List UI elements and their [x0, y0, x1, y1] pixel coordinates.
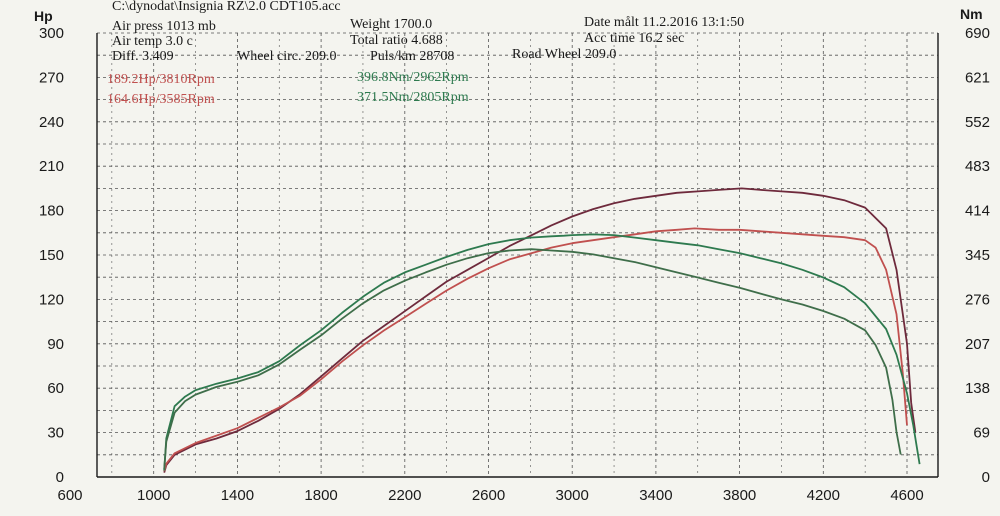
y-left-tick-label: 150: [39, 247, 64, 264]
y-left-tick-label: 90: [47, 336, 64, 353]
curve-hp-run1: [163, 187, 917, 473]
x-tick-label: 2200: [388, 487, 421, 504]
y-right-tick-label: 483: [965, 158, 990, 175]
air-press: Air press 1013 mb: [112, 19, 216, 34]
right-axis-label: Nm: [960, 6, 983, 22]
curves-layer: [163, 187, 921, 473]
y-left-tick-label: 60: [47, 380, 64, 397]
peak-nm-run2: 371.5Nm/2805Rpm: [357, 90, 469, 105]
y-left-tick-label: 30: [47, 425, 64, 442]
x-tick-label: 1400: [221, 487, 254, 504]
y-right-tick-label: 207: [965, 336, 990, 353]
curve-nm-run1: [163, 233, 921, 471]
y-right-tick-label: 621: [965, 69, 990, 86]
x-tick-label: 3800: [723, 487, 756, 504]
x-tick-label: 1000: [137, 487, 170, 504]
curve-nm-run2: [163, 248, 902, 470]
y-right-tick-label: 345: [965, 247, 990, 264]
left-axis-label: Hp: [34, 8, 53, 24]
axis-layer: [96, 33, 939, 478]
x-tick-label: 3400: [639, 487, 672, 504]
peak-hp-run2: 164.6Hp/3585Rpm: [107, 92, 215, 107]
y-left-tick-label: 210: [39, 158, 64, 175]
file-path: C:\dynodat\Insignia RZ\2.0 CDT105.acc: [112, 0, 341, 14]
ticks-layer: 600 1000 1400 1800 2200 2600 3000 3400 3800 4200 4…: [39, 25, 990, 504]
peak-nm-run1: 396.8Nm/2962Rpm: [357, 70, 469, 85]
y-right-tick-label: 552: [965, 114, 990, 131]
y-right-tick-label: 0: [982, 469, 990, 486]
y-right-tick-label: 69: [973, 425, 990, 442]
x-tick-label: 600: [57, 487, 82, 504]
air-temp: Air temp 3.0 c: [112, 34, 193, 49]
y-right-tick-label: 138: [965, 380, 990, 397]
x-tick-label: 4200: [807, 487, 840, 504]
y-left-tick-label: 120: [39, 291, 64, 308]
y-right-tick-label: 276: [965, 291, 990, 308]
x-tick-label: 3000: [556, 487, 589, 504]
weight: Weight 1700.0: [350, 17, 433, 32]
curve-hp-run2: [163, 227, 908, 472]
peak-hp-run1: 189.2Hp/3810Rpm: [107, 72, 215, 87]
y-right-tick-label: 690: [965, 25, 990, 42]
total-ratio: Total ratio 4.688: [350, 33, 443, 48]
y-left-tick-label: 270: [39, 69, 64, 86]
x-tick-label: 4600: [890, 487, 923, 504]
x-tick-label: 1800: [304, 487, 337, 504]
y-left-tick-label: 240: [39, 114, 64, 131]
grid-layer: [97, 32, 938, 478]
acc-time: Acc time 16.2 sec: [584, 31, 685, 46]
y-right-tick-label: 414: [965, 203, 990, 220]
diff-ratio: Diff. 3.409: [112, 49, 174, 64]
wheel-circ: Wheel circ. 209.0: [237, 49, 337, 64]
x-tick-label: 2600: [472, 487, 505, 504]
y-left-tick-label: 300: [39, 25, 64, 42]
y-left-tick-label: 180: [39, 203, 64, 220]
puls-km: Puls/km 28708: [370, 49, 455, 64]
road-wheel: Road Wheel 209.0: [512, 47, 617, 62]
y-left-tick-label: 0: [56, 469, 64, 486]
date-measured: Date målt 11.2.2016 13:1:50: [584, 15, 745, 30]
